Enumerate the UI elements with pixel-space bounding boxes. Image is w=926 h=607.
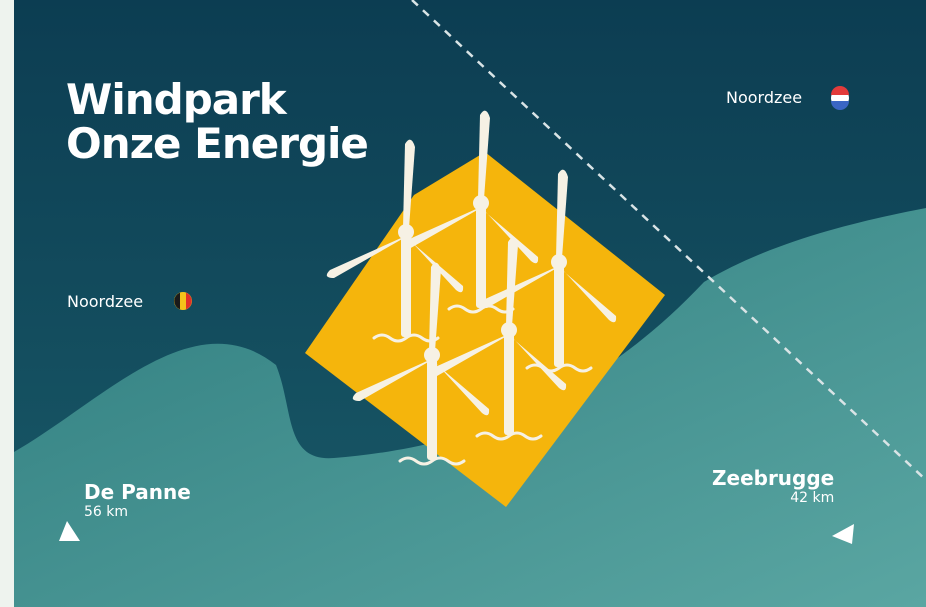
coastal-water-area [14,208,926,607]
de-panne-distance: 56 km [84,504,129,520]
wind-park-map: Windpark Onze Energie Noordzee Noordzee … [14,0,926,607]
map-canvas [14,0,926,607]
zeebrugge-name: Zeebrugge [712,466,835,490]
page-title: Windpark Onze Energie [66,75,369,168]
zeebrugge-marker-icon [832,524,854,544]
belgium-flag-icon [174,292,192,310]
zeebrugge-distance: 42 km [790,490,835,506]
title-line-2: Onze Energie [66,119,369,168]
noordzee-be-label: Noordzee [67,292,144,311]
zeebrugge-label: Zeebrugge 42 km [712,466,834,506]
de-panne-marker-icon [59,521,80,541]
title-line-1: Windpark [66,75,287,124]
de-panne-name: De Panne [84,480,191,504]
de-panne-label: De Panne 56 km [84,480,191,520]
netherlands-flag-icon [831,86,849,110]
noordzee-nl-label: Noordzee [726,88,803,107]
maritime-border-line [411,0,926,481]
